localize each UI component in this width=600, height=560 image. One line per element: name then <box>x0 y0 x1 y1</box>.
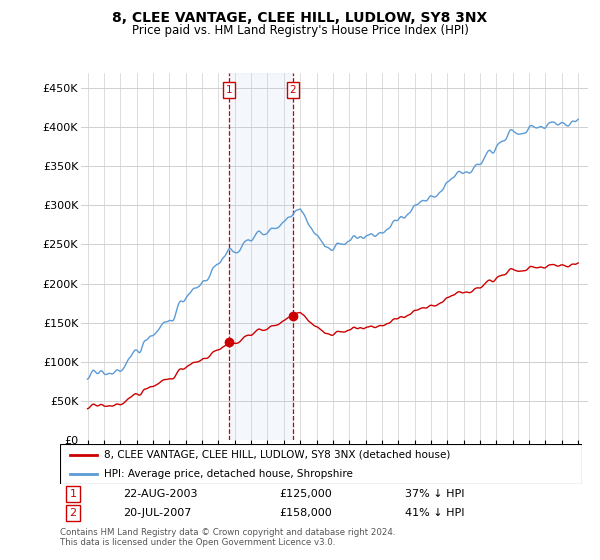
Text: 8, CLEE VANTAGE, CLEE HILL, LUDLOW, SY8 3NX: 8, CLEE VANTAGE, CLEE HILL, LUDLOW, SY8 … <box>112 11 488 25</box>
Text: 1: 1 <box>226 85 232 95</box>
Text: 20-JUL-2007: 20-JUL-2007 <box>122 508 191 518</box>
Text: 41% ↓ HPI: 41% ↓ HPI <box>404 508 464 518</box>
Text: 8, CLEE VANTAGE, CLEE HILL, LUDLOW, SY8 3NX (detached house): 8, CLEE VANTAGE, CLEE HILL, LUDLOW, SY8 … <box>104 450 451 460</box>
Text: 2: 2 <box>289 85 296 95</box>
Text: £158,000: £158,000 <box>279 508 332 518</box>
Text: 2: 2 <box>70 508 77 518</box>
Text: 1: 1 <box>70 489 77 499</box>
Text: Price paid vs. HM Land Registry's House Price Index (HPI): Price paid vs. HM Land Registry's House … <box>131 24 469 36</box>
Bar <box>229 73 293 440</box>
Text: 37% ↓ HPI: 37% ↓ HPI <box>404 489 464 499</box>
Text: 22-AUG-2003: 22-AUG-2003 <box>122 489 197 499</box>
Text: HPI: Average price, detached house, Shropshire: HPI: Average price, detached house, Shro… <box>104 469 353 478</box>
Text: Contains HM Land Registry data © Crown copyright and database right 2024.
This d: Contains HM Land Registry data © Crown c… <box>60 528 395 547</box>
Text: £125,000: £125,000 <box>279 489 332 499</box>
